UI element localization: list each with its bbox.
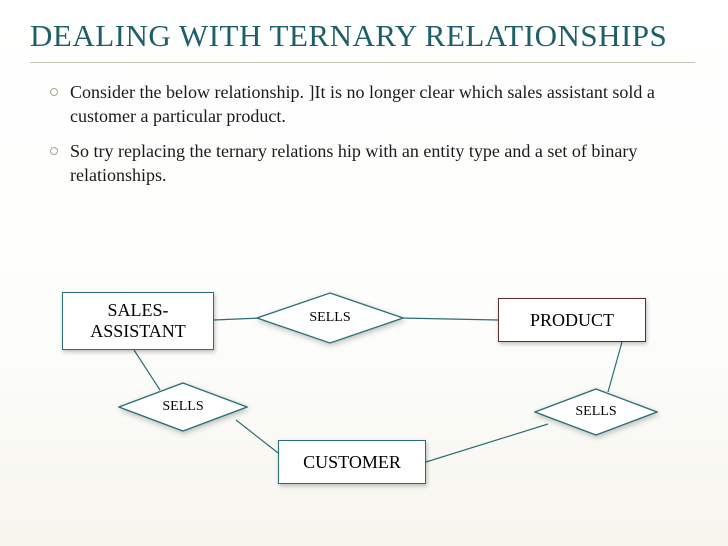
relationship-sells_left: SELLS — [118, 382, 248, 432]
relationship-sells_right: SELLS — [534, 388, 658, 436]
list-item: So try replacing the ternary relations h… — [50, 139, 688, 188]
title-underline — [30, 62, 695, 63]
relationship-label: SELLS — [118, 382, 248, 432]
slide: DEALING WITH TERNARY RELATIONSHIPS Consi… — [0, 0, 728, 546]
page-title: DEALING WITH TERNARY RELATIONSHIPS — [30, 18, 718, 54]
relationship-label: SELLS — [256, 292, 404, 344]
bullet-list: Consider the below relationship. ]It is … — [50, 80, 688, 197]
entity-sales_assistant: SALES-ASSISTANT — [62, 292, 214, 350]
list-item: Consider the below relationship. ]It is … — [50, 80, 688, 129]
entity-product: PRODUCT — [498, 298, 646, 342]
relationship-sells_top: SELLS — [256, 292, 404, 344]
entity-customer: CUSTOMER — [278, 440, 426, 484]
relationship-label: SELLS — [534, 388, 658, 436]
